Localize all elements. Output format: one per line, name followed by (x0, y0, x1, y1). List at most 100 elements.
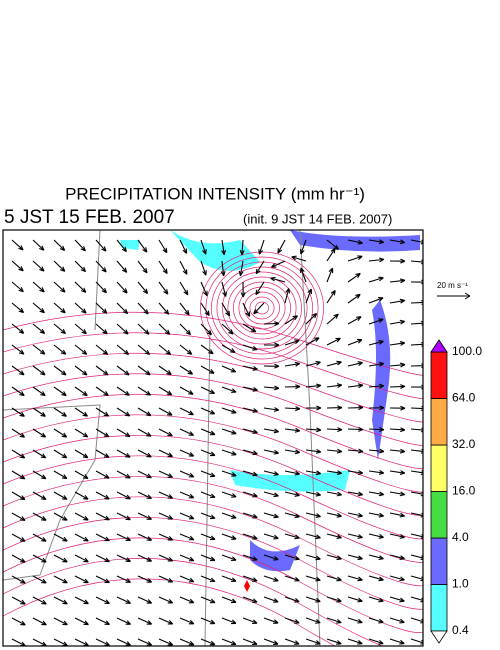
wind-vector (284, 406, 301, 412)
wind-vector (158, 302, 170, 315)
colorbar-segment (430, 398, 448, 446)
wind-vector (221, 428, 237, 435)
wind-vector (242, 449, 258, 456)
wind-vector (53, 449, 68, 459)
wind-vector (200, 638, 216, 646)
wind-vector (263, 512, 279, 519)
wind-vector (74, 323, 87, 335)
isobar (3, 517, 423, 610)
wind-vector (32, 491, 47, 501)
wind-vector (347, 491, 364, 497)
colorbar-label: 1.0 (452, 577, 469, 591)
wind-vector (116, 617, 132, 625)
wind-vector (305, 491, 321, 497)
wind-vector (11, 638, 26, 646)
wind-vector (347, 383, 364, 389)
wind-vector (284, 449, 301, 455)
wind-vector (32, 617, 47, 626)
precip-area (290, 230, 420, 252)
valid-time: 5 JST 15 FEB. 2007 (4, 207, 175, 228)
wind-vector (277, 239, 286, 254)
wind-vector (116, 428, 131, 438)
wind-vector (326, 491, 343, 497)
wind-vector (242, 617, 258, 624)
wind-vector (221, 596, 237, 604)
wind-vector (158, 491, 174, 499)
wind-vector (221, 239, 226, 256)
wind-vector (242, 470, 258, 477)
wind-vector (74, 617, 89, 626)
wind-vector (326, 448, 343, 454)
wind-vector (410, 491, 423, 497)
wind-vector (326, 290, 336, 304)
isobar (3, 578, 336, 646)
wind-vector (74, 344, 88, 355)
wind-vector (389, 278, 406, 284)
wind-vector (11, 281, 24, 293)
wind-vector (200, 428, 216, 436)
colorbar-segment (430, 537, 448, 585)
wind-vector (158, 428, 173, 437)
wind-vector (179, 470, 195, 478)
wind-vector (253, 302, 265, 315)
wind-vector (305, 383, 322, 389)
wind-vector (95, 281, 108, 294)
wind-vector (116, 365, 130, 376)
colorbar-under (430, 630, 448, 644)
wind-vector (305, 470, 322, 476)
wind-vector (179, 239, 188, 254)
wind-vector (179, 281, 189, 296)
wind-vector (137, 470, 152, 479)
wind-vector (263, 491, 279, 498)
wind-vector (347, 239, 363, 245)
wind-vector (137, 638, 153, 646)
wind-vector (32, 344, 46, 355)
wind-vector (95, 596, 110, 605)
isobar (211, 261, 313, 355)
wind-vector (368, 575, 384, 582)
wind-vector (410, 406, 423, 411)
wind-vector (305, 596, 321, 603)
wind-vector (242, 428, 258, 435)
wind-vector (32, 323, 46, 334)
wind-vector (116, 281, 128, 294)
wind-vector (305, 448, 322, 454)
wind-vector (53, 575, 68, 584)
wind-vector (74, 491, 89, 500)
wind-vector (263, 533, 279, 540)
wind-vector (200, 512, 216, 520)
wind-vector (410, 384, 423, 390)
wind-vector (95, 239, 107, 252)
wind-vector (263, 596, 279, 603)
isobar (3, 414, 423, 493)
colorbar: 0.4 1.0 4.0 16.0 32.0 64.0 100.0 (430, 339, 482, 644)
wind-vector (74, 512, 89, 521)
wind-vector (284, 554, 300, 561)
wind-vector (158, 512, 174, 520)
wind-vector (158, 554, 174, 562)
wind-vector (179, 323, 192, 336)
wind-vector (53, 323, 67, 335)
wind-vector (221, 323, 234, 335)
wind-vector (158, 533, 174, 541)
wind-vector (389, 384, 406, 390)
wind-vector (263, 342, 280, 348)
wind-vector (242, 323, 257, 333)
wind-vector (326, 337, 341, 346)
wind-vector (74, 575, 89, 584)
wind-vector (53, 428, 68, 438)
wind-vector (53, 554, 68, 563)
wind-vector (389, 448, 406, 454)
wind-vector (179, 512, 195, 520)
wind-vector (116, 302, 129, 315)
wind-vector (389, 512, 405, 518)
wind-vector (95, 428, 110, 438)
wind-vector (347, 554, 363, 561)
wind-vector (11, 239, 24, 251)
init-time: (init. 9 JST 14 FEB. 2007) (243, 211, 392, 226)
wind-vector (179, 533, 195, 541)
wind-vector (179, 302, 190, 316)
isobar (3, 496, 423, 587)
wind-vector (270, 260, 286, 268)
wind-vector (137, 491, 152, 500)
